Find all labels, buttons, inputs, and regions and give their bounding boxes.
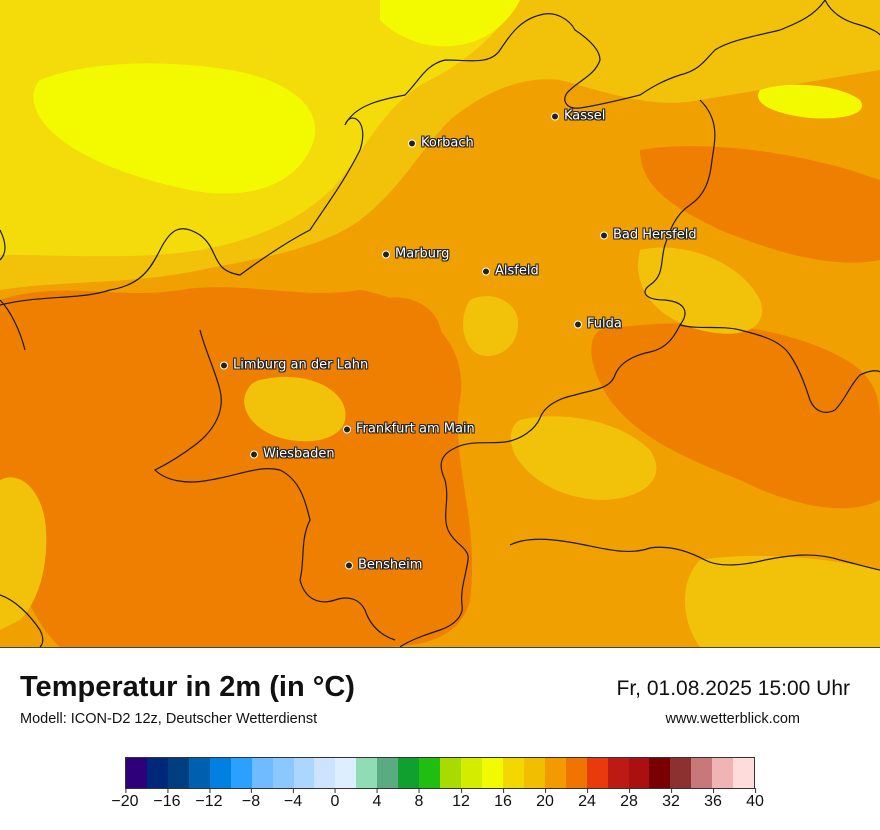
legend-swatch xyxy=(565,758,587,788)
color-legend xyxy=(125,757,755,789)
legend-swatch xyxy=(628,758,650,788)
legend-swatch xyxy=(544,758,566,788)
city-label: Marburg xyxy=(395,246,450,262)
city-marker-icon xyxy=(574,320,582,328)
city-marker-icon xyxy=(343,425,351,433)
city-label: Fulda xyxy=(587,316,622,332)
city-bensheim[interactable]: Bensheim xyxy=(345,558,422,573)
legend-swatch xyxy=(712,758,734,788)
legend-swatch xyxy=(188,758,210,788)
forecast-datetime: Fr, 01.08.2025 15:00 Uhr xyxy=(616,677,851,700)
legend-swatch xyxy=(607,758,629,788)
city-kassel[interactable]: Kassel xyxy=(551,109,605,124)
legend-swatch xyxy=(691,758,713,788)
legend-swatch xyxy=(461,758,482,788)
legend-tick-label: −12 xyxy=(195,788,223,811)
legend-tick-label: 20 xyxy=(536,788,554,811)
city-label: Wiesbaden xyxy=(263,446,335,462)
legend-tick-label: 4 xyxy=(373,788,381,811)
legend-tick-label: 16 xyxy=(494,788,512,811)
legend-swatch xyxy=(335,758,357,788)
city-marker-icon xyxy=(250,450,258,458)
legend-swatch xyxy=(440,758,461,788)
city-marker-icon xyxy=(551,112,559,120)
city-limburg[interactable]: Limburg an der Lahn xyxy=(220,358,368,373)
city-marker-icon xyxy=(345,561,353,569)
legend-tick-label: 8 xyxy=(415,788,423,811)
legend-tick-label: 24 xyxy=(578,788,596,811)
legend-swatch xyxy=(523,758,545,788)
legend-tick-label: 0 xyxy=(331,788,339,811)
city-fulda[interactable]: Fulda xyxy=(574,317,622,332)
legend-swatch xyxy=(314,758,336,788)
city-label: Limburg an der Lahn xyxy=(233,357,369,373)
city-marker-icon xyxy=(382,250,390,258)
legend-swatch xyxy=(481,758,503,788)
city-label: Alsfeld xyxy=(495,263,539,279)
temperature-map[interactable]: Kassel Korbach Bad Hersfeld Marburg Alsf… xyxy=(0,0,880,648)
legend-swatch xyxy=(209,758,231,788)
legend-swatch xyxy=(167,758,189,788)
legend-tick-label: −8 xyxy=(242,788,260,811)
legend-swatch xyxy=(251,758,273,788)
legend-swatch xyxy=(586,758,608,788)
city-wiesbaden[interactable]: Wiesbaden xyxy=(250,447,335,462)
legend-swatch xyxy=(502,758,524,788)
city-marker-icon xyxy=(408,139,416,147)
legend-swatch xyxy=(670,758,692,788)
city-label: Kassel xyxy=(564,108,606,124)
legend-swatch xyxy=(146,758,168,788)
legend-tick-label: −4 xyxy=(284,788,302,811)
legend-swatch xyxy=(733,758,755,788)
city-bad-hersfeld[interactable]: Bad Hersfeld xyxy=(600,228,697,243)
city-alsfeld[interactable]: Alsfeld xyxy=(482,264,539,279)
city-frankfurt[interactable]: Frankfurt am Main xyxy=(343,422,475,437)
city-marker-icon xyxy=(220,361,228,369)
city-marker-icon xyxy=(482,267,490,275)
legend-tick-label: 12 xyxy=(452,788,470,811)
city-label: Bensheim xyxy=(358,557,423,573)
legend-swatch xyxy=(356,758,378,788)
website-link[interactable]: www.wetterblick.com xyxy=(665,711,800,727)
legend-tick-label: 32 xyxy=(662,788,680,811)
legend-swatch xyxy=(230,758,252,788)
legend-tick-label: 28 xyxy=(620,788,638,811)
legend-swatch xyxy=(398,758,420,788)
temperature-field xyxy=(0,0,880,647)
legend-tick-label: −20 xyxy=(111,788,139,811)
legend-tick-label: 40 xyxy=(746,788,764,811)
model-source: Modell: ICON-D2 12z, Deutscher Wetterdie… xyxy=(20,711,318,727)
legend-swatch xyxy=(126,758,147,788)
map-title: Temperatur in 2m (in °C) xyxy=(20,671,355,703)
legend-swatch xyxy=(377,758,399,788)
city-marburg[interactable]: Marburg xyxy=(382,247,449,262)
city-label: Frankfurt am Main xyxy=(356,421,475,437)
legend-tick-label: 36 xyxy=(704,788,722,811)
city-marker-icon xyxy=(600,231,608,239)
city-korbach[interactable]: Korbach xyxy=(408,136,474,151)
city-label: Korbach xyxy=(421,135,474,151)
legend-swatch xyxy=(293,758,315,788)
city-label: Bad Hersfeld xyxy=(613,227,697,243)
legend-swatch xyxy=(419,758,441,788)
legend-ticks: −20 −16 −12 −8 −4 0 4 8 12 16 20 24 28 32 36 40 xyxy=(111,788,764,829)
legend-swatch xyxy=(649,758,671,788)
legend-swatch xyxy=(272,758,294,788)
legend-tick-label: −16 xyxy=(153,788,181,811)
